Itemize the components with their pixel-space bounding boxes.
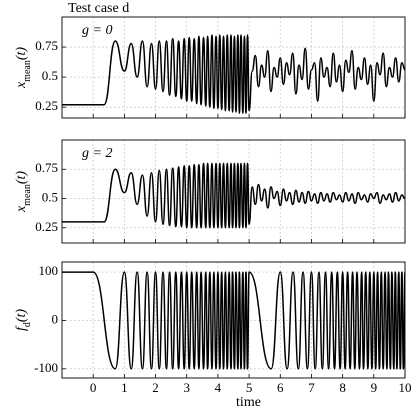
- y-tick-label: 0: [52, 311, 59, 326]
- x-tick-label: 5: [246, 380, 253, 395]
- y-axis-label-part: (t): [14, 47, 29, 61]
- x-tick-label: 4: [215, 380, 222, 395]
- y-tick-label: 0.75: [35, 38, 58, 53]
- line-series: [62, 271, 405, 370]
- y-axis-label-part: x: [14, 81, 29, 89]
- x-tick-label: 0: [90, 380, 97, 395]
- y-axis-label: xmean(t): [14, 171, 33, 213]
- plot-frame: [61, 261, 406, 379]
- plot-frame: [61, 139, 406, 244]
- x-tick-label: 2: [152, 380, 159, 395]
- y-axis-label-part: (t): [14, 171, 29, 185]
- x-axis-label: time: [236, 395, 261, 410]
- y-axis-label-part: (t): [14, 309, 29, 323]
- y-tick-label: 100: [39, 263, 59, 278]
- line-series: [62, 162, 405, 229]
- y-axis-label-part: x: [14, 205, 29, 213]
- y-tick-label: -100: [34, 360, 58, 375]
- y-tick-label: 0.5: [42, 68, 58, 83]
- x-tick-label: 9: [371, 380, 378, 395]
- y-tick-label: 0.25: [35, 98, 58, 113]
- y-axis-label-part: mean: [22, 60, 33, 82]
- annotation: g = 0: [82, 23, 112, 38]
- y-axis-label-part: f: [14, 325, 29, 331]
- x-tick-label: 8: [339, 380, 346, 395]
- line-series: [62, 34, 405, 114]
- x-tick-label: 3: [183, 380, 190, 395]
- x-tick-label: 6: [277, 380, 284, 395]
- y-axis-label: xmean(t): [14, 47, 33, 89]
- plot-frame: [61, 16, 406, 119]
- y-tick-label: 0.75: [35, 160, 58, 175]
- y-axis-label-part: d: [22, 322, 33, 327]
- y-tick-label: 0.25: [35, 219, 58, 234]
- y-axis-label: fd(t): [14, 309, 33, 331]
- x-tick-label: 1: [121, 380, 128, 395]
- x-tick-label: 7: [308, 380, 315, 395]
- x-tick-label: 10: [399, 380, 412, 395]
- annotation: g = 2: [82, 146, 112, 161]
- y-axis-label-part: mean: [22, 184, 33, 206]
- y-tick-label: 0.5: [42, 190, 58, 205]
- chart-title: Test case d: [68, 1, 129, 16]
